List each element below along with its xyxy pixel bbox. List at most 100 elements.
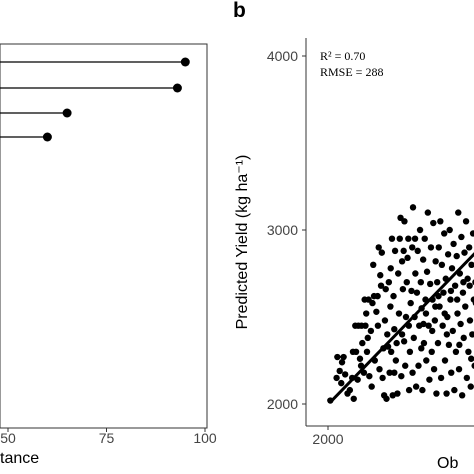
scatter-point — [400, 338, 408, 345]
scatter-point — [395, 310, 403, 317]
fit-line — [330, 252, 474, 402]
scatter-point — [381, 317, 389, 324]
panel-a-x-axis-title: tance — [0, 450, 39, 467]
scatter-point — [398, 331, 406, 338]
scatter-point — [432, 303, 439, 310]
scatter-point — [441, 357, 449, 364]
scatter-point — [405, 235, 412, 242]
scatter-point — [408, 287, 415, 295]
scatter-point — [412, 383, 420, 390]
scatter-point — [346, 386, 354, 394]
scatter-point — [460, 279, 467, 286]
scatter-point — [395, 270, 402, 277]
scatter-point — [396, 235, 403, 242]
scatter-point — [340, 353, 347, 361]
scatter-point — [466, 317, 474, 324]
scatter-point — [430, 366, 438, 373]
scatter-point — [428, 348, 435, 355]
panel-a-x-ticks: 50 75 100 — [0, 428, 217, 446]
x-tick-label: 100 — [193, 430, 217, 446]
scatter-point — [385, 279, 393, 286]
scatter-point — [341, 371, 349, 378]
scatter-point — [454, 310, 461, 317]
scatter-point — [425, 322, 432, 329]
panel-b: b 2000 3000 4000 2000 Predicted Yield (kg … — [233, 0, 474, 472]
scatter-points — [327, 204, 474, 404]
scatter-point — [465, 348, 472, 355]
scatter-point — [449, 327, 456, 335]
scatter-point — [390, 292, 397, 300]
x-tick-label: 2000 — [312, 431, 343, 447]
lollipop-point — [62, 108, 72, 118]
scatter-point — [378, 249, 386, 256]
scatter-point — [373, 308, 380, 315]
panel-b-x-ticks: 2000 — [312, 426, 344, 447]
scatter-point — [384, 331, 391, 338]
scatter-point — [434, 339, 442, 347]
scatter-point — [429, 327, 436, 335]
scatter-point — [367, 327, 375, 335]
scatter-point — [393, 339, 400, 347]
scatter-point — [420, 320, 427, 328]
scatter-point — [437, 374, 445, 382]
scatter-point — [411, 235, 419, 242]
scatter-point — [433, 390, 440, 397]
scatter-point — [440, 289, 447, 296]
lollipop-series — [0, 57, 190, 142]
scatter-point — [394, 390, 401, 397]
scatter-point — [387, 348, 395, 355]
y-tick-label: 3000 — [267, 222, 298, 238]
scatter-point — [409, 369, 416, 376]
scatter-point — [376, 366, 383, 373]
scatter-point — [453, 296, 461, 303]
scatter-point — [379, 374, 386, 382]
scatter-point — [406, 348, 414, 355]
scatter-point — [469, 331, 474, 338]
scatter-point — [419, 256, 427, 263]
scatter-point — [391, 325, 398, 333]
x-tick-label: 50 — [0, 430, 16, 446]
panel-b-y-axis-title: Predicted Yield (kg ha⁻¹) — [234, 155, 251, 330]
scatter-point — [422, 310, 430, 317]
scatter-point — [435, 244, 442, 251]
scatter-point — [334, 353, 341, 361]
scatter-point — [434, 279, 441, 286]
scatter-point — [427, 244, 435, 251]
scatter-point — [366, 372, 373, 380]
scatter-point — [398, 258, 406, 265]
scatter-point — [430, 219, 437, 227]
scatter-point — [409, 204, 417, 211]
scatter-point — [409, 244, 416, 251]
scatter-point — [438, 261, 446, 268]
scatter-point — [452, 348, 460, 355]
scatter-point — [471, 362, 474, 369]
scatter-point — [448, 265, 456, 272]
scatter-point — [423, 357, 430, 364]
scatter-point — [459, 289, 467, 296]
scatter-point — [468, 355, 474, 362]
scatter-point — [375, 244, 382, 251]
scatter-point — [404, 254, 411, 262]
scatter-point — [432, 258, 439, 265]
scatter-point — [359, 339, 366, 347]
scatter-point — [464, 275, 471, 282]
rmse-annotation: RMSE = 288 — [320, 65, 383, 79]
y-tick-label: 4000 — [267, 48, 298, 64]
panel-b-axes — [305, 38, 474, 427]
scatter-point — [418, 345, 425, 352]
scatter-point — [441, 310, 448, 317]
scatter-point — [426, 376, 433, 383]
lollipop-point — [180, 57, 190, 67]
scatter-point — [362, 322, 369, 329]
lollipop-point — [42, 132, 52, 142]
scatter-point — [374, 292, 381, 300]
scatter-point — [401, 218, 408, 225]
scatter-point — [333, 374, 340, 382]
scatter-point — [458, 233, 465, 241]
scatter-point — [441, 230, 448, 237]
scatter-point — [368, 383, 375, 390]
scatter-point — [336, 367, 343, 375]
scatter-point — [416, 226, 424, 234]
scatter-point — [350, 395, 357, 402]
scatter-point — [431, 317, 439, 324]
